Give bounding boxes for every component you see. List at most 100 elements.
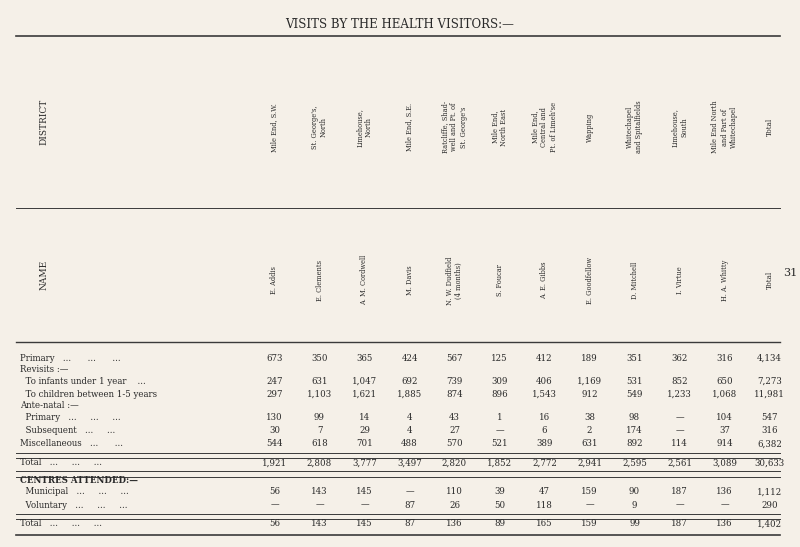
Text: 316: 316: [716, 354, 733, 363]
Text: 26: 26: [449, 501, 460, 510]
Text: 136: 136: [716, 520, 733, 528]
Text: 7,273: 7,273: [757, 377, 782, 386]
Text: —: —: [720, 501, 729, 510]
Text: 104: 104: [716, 413, 733, 422]
Text: 1,543: 1,543: [532, 390, 557, 399]
Text: 125: 125: [491, 354, 508, 363]
Text: 99: 99: [629, 520, 640, 528]
Text: Mile End,
North East: Mile End, North East: [491, 109, 508, 146]
Text: 9: 9: [632, 501, 638, 510]
Text: Mile End,
Central and
Pt. of Limeh'se: Mile End, Central and Pt. of Limeh'se: [531, 102, 558, 152]
Text: S. Foucar: S. Foucar: [495, 264, 503, 296]
Text: St. George's,
North: St. George's, North: [311, 106, 328, 149]
Text: 650: 650: [716, 377, 733, 386]
Text: 2,561: 2,561: [667, 458, 692, 467]
Text: 297: 297: [266, 390, 282, 399]
Text: 2: 2: [586, 426, 592, 435]
Text: 187: 187: [671, 487, 688, 496]
Text: 406: 406: [536, 377, 553, 386]
Text: 389: 389: [536, 439, 553, 449]
Text: 567: 567: [446, 354, 462, 363]
Text: 852: 852: [671, 377, 688, 386]
Text: E. Goodfellow: E. Goodfellow: [586, 257, 594, 304]
Text: Wapping: Wapping: [586, 113, 594, 142]
Text: 1,921: 1,921: [262, 458, 287, 467]
Text: Ratcliffe, Shad-
well and Pt. of
St. George's: Ratcliffe, Shad- well and Pt. of St. Geo…: [442, 101, 468, 153]
Text: —: —: [675, 413, 684, 422]
Text: 2,595: 2,595: [622, 458, 647, 467]
Text: —: —: [360, 501, 369, 510]
Text: 692: 692: [402, 377, 418, 386]
Text: 189: 189: [581, 354, 598, 363]
Text: 187: 187: [671, 520, 688, 528]
Text: 98: 98: [629, 413, 640, 422]
Text: 145: 145: [356, 487, 373, 496]
Text: 87: 87: [404, 501, 415, 510]
Text: 29: 29: [359, 426, 370, 435]
Text: 673: 673: [266, 354, 282, 363]
Text: 549: 549: [626, 390, 642, 399]
Text: Ante-natal :—: Ante-natal :—: [20, 401, 78, 410]
Text: Mile End North
and Part of
Whitechapel: Mile End North and Part of Whitechapel: [711, 101, 738, 154]
Text: 30,633: 30,633: [754, 458, 785, 467]
Text: 89: 89: [494, 520, 505, 528]
Text: Whitechapel
and Spitalfields: Whitechapel and Spitalfields: [626, 101, 643, 154]
Text: 912: 912: [581, 390, 598, 399]
Text: 1,112: 1,112: [757, 487, 782, 496]
Text: 521: 521: [491, 439, 508, 449]
Text: 145: 145: [356, 520, 373, 528]
Text: 1,233: 1,233: [667, 390, 692, 399]
Text: 914: 914: [716, 439, 733, 449]
Text: 6: 6: [542, 426, 547, 435]
Text: 247: 247: [266, 377, 282, 386]
Text: 570: 570: [446, 439, 463, 449]
Text: 531: 531: [626, 377, 642, 386]
Text: Mile End, S.W.: Mile End, S.W.: [270, 103, 278, 152]
Text: —: —: [675, 426, 684, 435]
Text: 874: 874: [446, 390, 463, 399]
Text: 1,402: 1,402: [757, 520, 782, 528]
Text: 316: 316: [762, 426, 778, 435]
Text: Revisits :—: Revisits :—: [20, 365, 68, 374]
Text: —: —: [585, 501, 594, 510]
Text: 365: 365: [356, 354, 373, 363]
Text: 136: 136: [716, 487, 733, 496]
Text: 1,068: 1,068: [712, 390, 737, 399]
Text: 701: 701: [356, 439, 373, 449]
Text: 56: 56: [269, 520, 280, 528]
Text: 165: 165: [536, 520, 553, 528]
Text: 11,981: 11,981: [754, 390, 785, 399]
Text: 27: 27: [449, 426, 460, 435]
Text: M. Davis: M. Davis: [406, 265, 414, 295]
Text: 290: 290: [761, 501, 778, 510]
Text: 2,941: 2,941: [577, 458, 602, 467]
Text: A. M. Cordwell: A. M. Cordwell: [361, 255, 369, 305]
Text: 6,382: 6,382: [757, 439, 782, 449]
Text: 1,852: 1,852: [487, 458, 512, 467]
Text: H. A. Whitty: H. A. Whitty: [721, 260, 729, 301]
Text: 99: 99: [314, 413, 325, 422]
Text: Subsequent   ...     ...: Subsequent ... ...: [20, 426, 115, 435]
Text: 136: 136: [446, 520, 462, 528]
Text: 892: 892: [626, 439, 643, 449]
Text: 3,777: 3,777: [352, 458, 377, 467]
Text: 631: 631: [311, 377, 328, 386]
Text: Primary   ...     ...     ...: Primary ... ... ...: [20, 413, 121, 422]
Text: 143: 143: [311, 520, 328, 528]
Text: Limehouse,
South: Limehouse, South: [671, 108, 688, 147]
Text: NAME: NAME: [39, 260, 49, 290]
Text: 1,621: 1,621: [352, 390, 377, 399]
Text: —: —: [315, 501, 324, 510]
Text: 114: 114: [671, 439, 688, 449]
Text: 896: 896: [491, 390, 508, 399]
Text: 4: 4: [406, 413, 412, 422]
Text: DISTRICT: DISTRICT: [39, 98, 49, 145]
Text: —: —: [495, 426, 504, 435]
Text: 4,134: 4,134: [757, 354, 782, 363]
Text: Limehouse,
North: Limehouse, North: [356, 108, 373, 147]
Text: Municipal   ...     ...     ...: Municipal ... ... ...: [20, 487, 129, 496]
Text: 14: 14: [359, 413, 370, 422]
Text: 47: 47: [539, 487, 550, 496]
Text: —: —: [405, 487, 414, 496]
Text: 739: 739: [446, 377, 462, 386]
